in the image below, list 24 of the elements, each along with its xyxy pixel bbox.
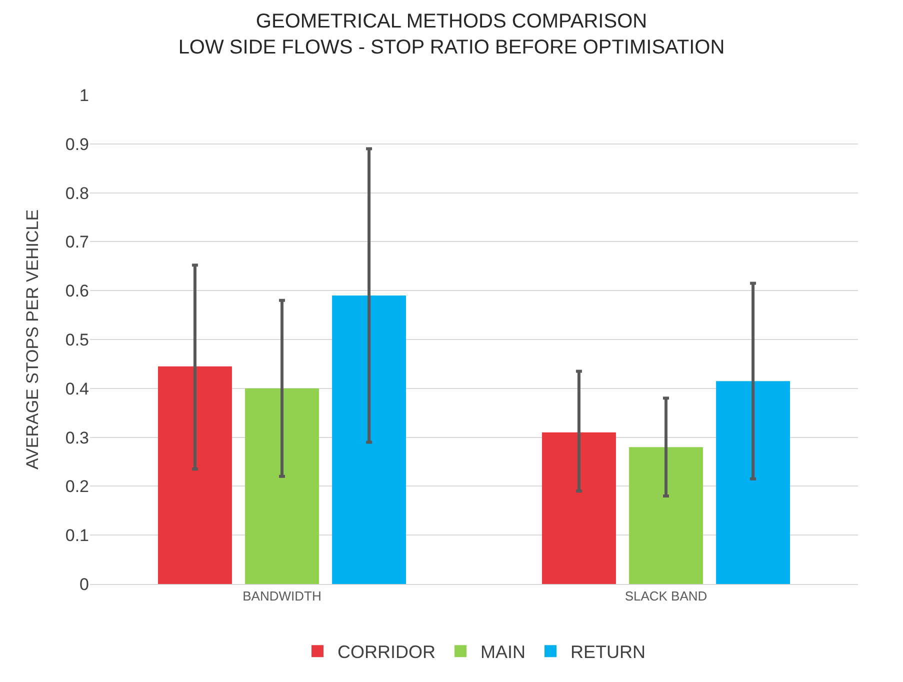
bar (245, 388, 319, 584)
legend-label: MAIN (480, 642, 526, 662)
y-tick-label: 0.4 (65, 379, 89, 398)
y-tick-label: 0.1 (65, 526, 89, 546)
bar (542, 432, 616, 584)
y-tick-label: 0.6 (65, 282, 89, 301)
chart-title: GEOMETRICAL METHODS COMPARISON LOW SIDE FLOWS - STOP RATIO BEFORE OPTIMISATION (178, 10, 725, 58)
y-tick-label: 0.9 (65, 134, 89, 154)
x-tick-label: BANDWIDTH (242, 588, 322, 604)
legend-label: RETURN (570, 642, 646, 662)
y-tick-label: 1 (80, 86, 89, 105)
y-tick-label: 0.8 (65, 184, 89, 203)
bar (158, 366, 232, 584)
bar (716, 381, 790, 584)
bar (629, 447, 703, 584)
y-tick-label: 0 (80, 574, 89, 594)
legend-label: CORRIDOR (338, 642, 436, 662)
x-tick-label: SLACK BAND (624, 588, 708, 604)
y-tick-label: 0.5 (65, 330, 89, 350)
y-tick-label: 0.3 (65, 428, 89, 448)
y-tick-label: 0.2 (65, 477, 89, 496)
bar (332, 295, 406, 584)
y-axis-title: AVERAGE STOPS PER VEHICLE (22, 209, 42, 470)
y-tick-label: 0.7 (65, 232, 89, 252)
